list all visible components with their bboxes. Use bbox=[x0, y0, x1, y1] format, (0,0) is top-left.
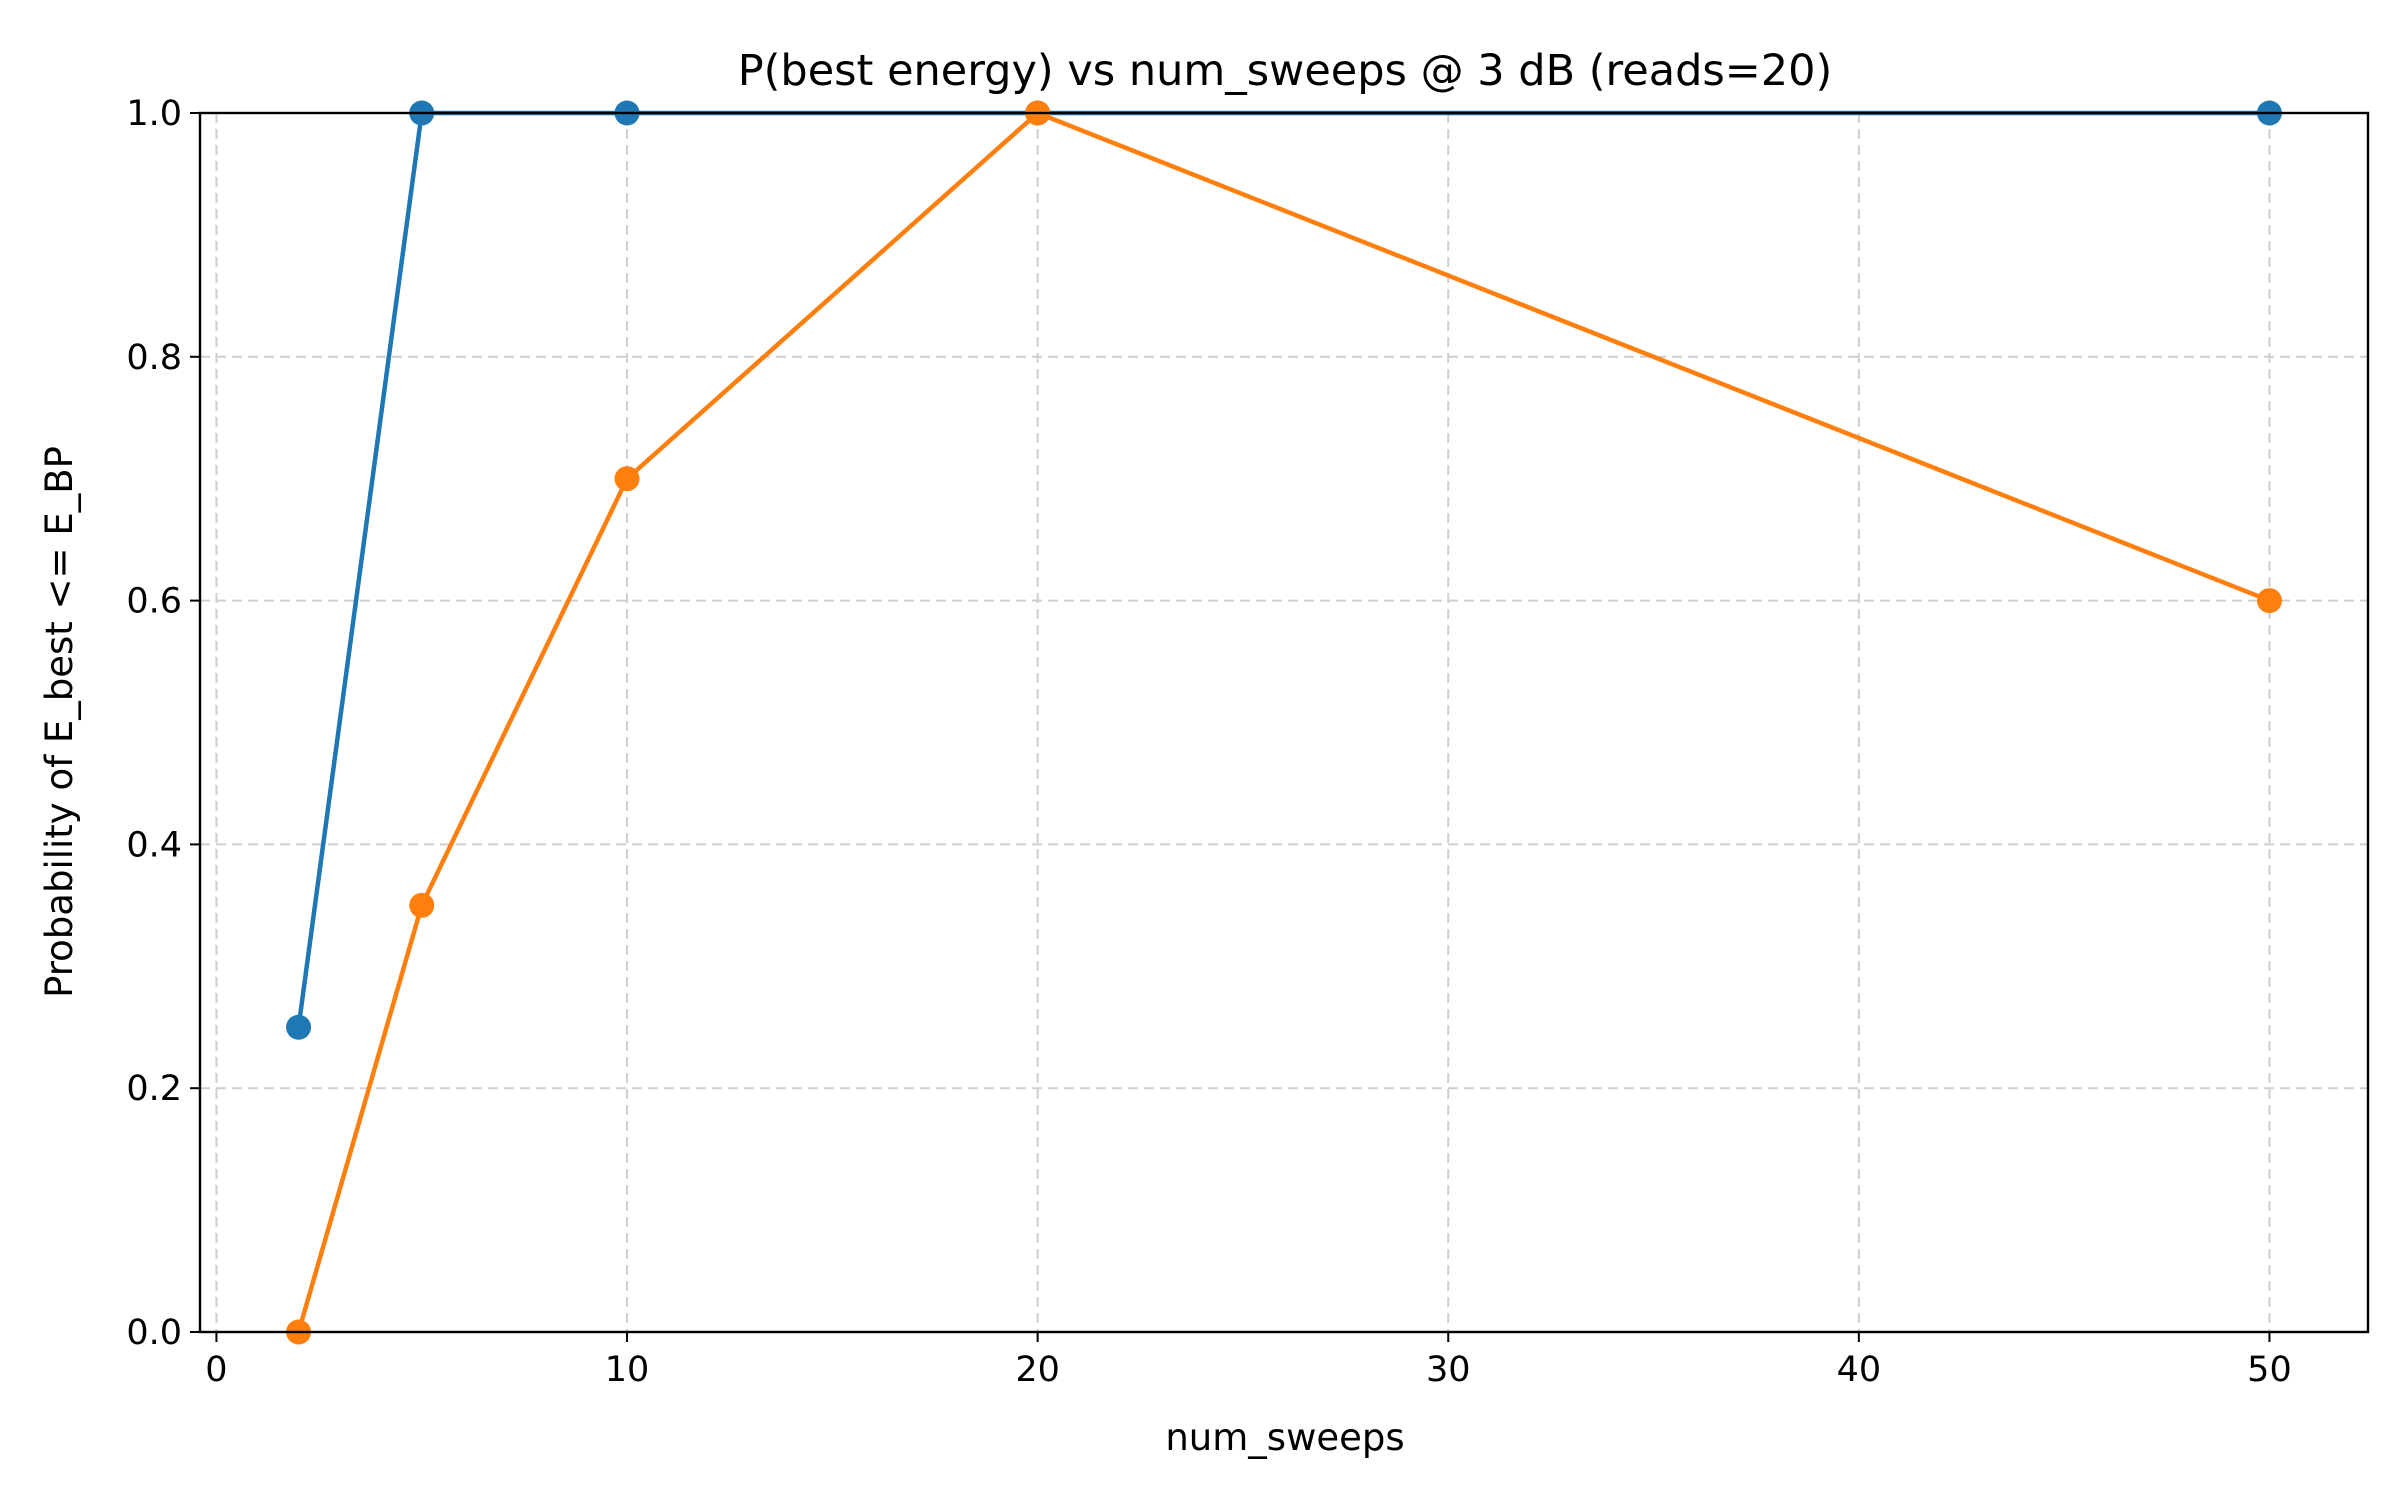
x-tick-label: 30 bbox=[1426, 1350, 1471, 1390]
plot-frame bbox=[198, 111, 2370, 1334]
x-axis-label: num_sweeps bbox=[1165, 1416, 1404, 1459]
y-tick-label: 0.2 bbox=[126, 1069, 182, 1109]
x-tick-label: 0 bbox=[205, 1350, 227, 1390]
x-tick-label: 10 bbox=[605, 1350, 650, 1390]
series-2-point bbox=[409, 892, 435, 918]
y-tick-label: 0.0 bbox=[126, 1313, 182, 1353]
y-axis-label: Probability of E_best <= E_BP bbox=[38, 446, 81, 998]
y-tick-label: 0.6 bbox=[126, 582, 182, 622]
ticks: 0 10 20 30 40 50 0.0 0.2 0.4 0.6 0.8 1.0 bbox=[126, 94, 2291, 1390]
x-tick-label: 50 bbox=[2247, 1350, 2292, 1390]
y-tick-label: 1.0 bbox=[126, 94, 182, 134]
series-2-point bbox=[614, 466, 640, 492]
grid bbox=[200, 112, 2368, 1333]
chart-title: P(best energy) vs num_sweeps @ 3 dB (rea… bbox=[738, 46, 1833, 96]
series-2-point bbox=[2256, 588, 2282, 614]
series-1-line bbox=[296, 110, 2272, 1030]
series-2-line bbox=[295, 110, 2273, 1335]
x-tick-label: 40 bbox=[1837, 1350, 1882, 1390]
series-layer bbox=[286, 100, 2282, 1345]
y-tick-label: 0.8 bbox=[126, 338, 182, 378]
y-tick-label: 0.4 bbox=[126, 825, 182, 865]
series-1-point bbox=[286, 1014, 312, 1040]
x-tick-label: 20 bbox=[1015, 1350, 1060, 1390]
